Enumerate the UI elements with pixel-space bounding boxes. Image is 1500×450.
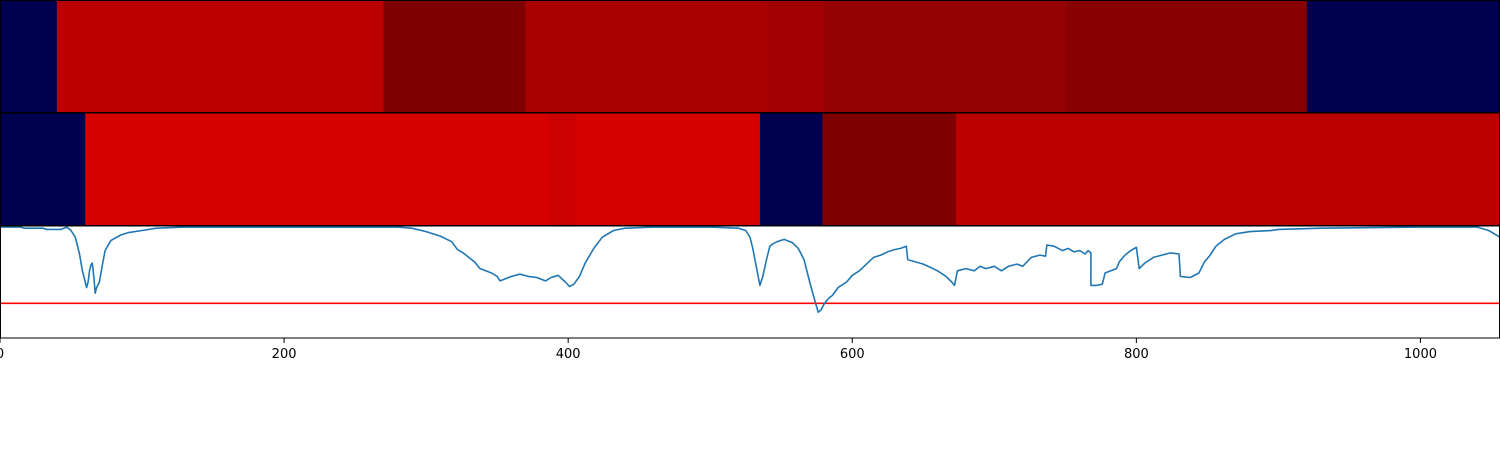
x-tick-label-0: 0 xyxy=(0,347,4,362)
track-1-segment-7 xyxy=(1306,0,1500,113)
x-axis: 0 200 400 600 800 1000 xyxy=(0,338,1437,362)
x-tick-label-400: 400 xyxy=(556,347,581,362)
series-line xyxy=(0,226,1500,314)
track-1-segment-1 xyxy=(56,0,385,113)
x-tick-label-600: 600 xyxy=(840,347,865,362)
track-2-segment-0 xyxy=(0,113,86,226)
track-2-segment-3 xyxy=(575,113,761,226)
track-2-segment-2 xyxy=(548,113,576,226)
track-1-segment-4 xyxy=(767,0,825,113)
segment-track-1 xyxy=(0,0,1500,113)
x-tick-label-200: 200 xyxy=(272,347,297,362)
track-1-segment-6 xyxy=(1065,0,1308,113)
segment-track-2 xyxy=(0,113,1500,226)
track-2-segment-5 xyxy=(822,113,957,226)
track-2-segment-1 xyxy=(85,113,549,226)
line-panel xyxy=(0,225,1500,339)
track-2-segment-4 xyxy=(759,113,823,226)
track-1-segment-2 xyxy=(383,0,527,113)
track-1-segment-0 xyxy=(0,0,58,113)
x-tick-label-1000: 1000 xyxy=(1404,347,1437,362)
track-2-segment-6 xyxy=(955,113,1500,226)
line-panel-border xyxy=(0,225,1500,339)
track-1-segment-5 xyxy=(823,0,1066,113)
x-tick-label-800: 800 xyxy=(1124,347,1149,362)
track-1-segment-3 xyxy=(525,0,768,113)
